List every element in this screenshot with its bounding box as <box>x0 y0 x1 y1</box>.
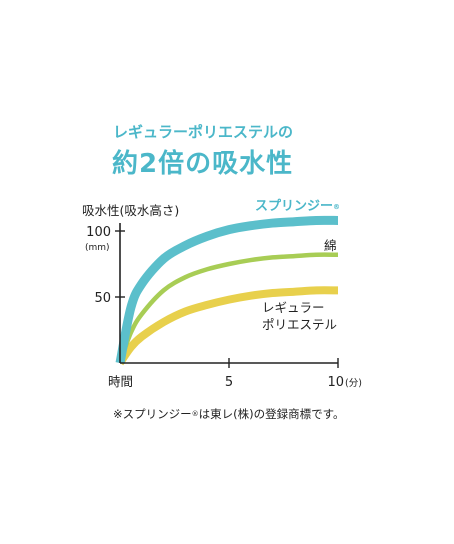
y-axis-label: 吸水性(吸水高さ) <box>82 203 179 218</box>
y-tick-label: 50 <box>94 291 111 306</box>
x-axis-start-label: 時間 <box>108 374 133 389</box>
series-layer <box>115 215 339 366</box>
series-line-polyester <box>116 286 339 366</box>
series-label-springy: スプリンジー® <box>255 199 340 214</box>
x-axis-unit: (分) <box>345 378 362 389</box>
y-axis-unit: (mm) <box>85 243 110 253</box>
trademark-footnote: ※スプリンジー®は東レ(株)の登録商標です。 <box>113 407 345 421</box>
heading-subtitle: レギュラーポリエステルの <box>113 123 294 141</box>
series-line-springy <box>115 215 339 364</box>
series-line-cotton <box>117 252 339 364</box>
series-label-cotton: 綿 <box>324 238 337 253</box>
heading-title: 約2倍の吸水性 <box>112 149 294 179</box>
ticks-layer: 100 50 5 10 <box>86 225 344 390</box>
x-tick-label: 5 <box>225 375 233 390</box>
series-label-polyester: レギュラーポリエステル <box>262 300 337 332</box>
x-tick-label: 10 <box>327 375 344 390</box>
y-tick-label: 100 <box>86 225 111 240</box>
